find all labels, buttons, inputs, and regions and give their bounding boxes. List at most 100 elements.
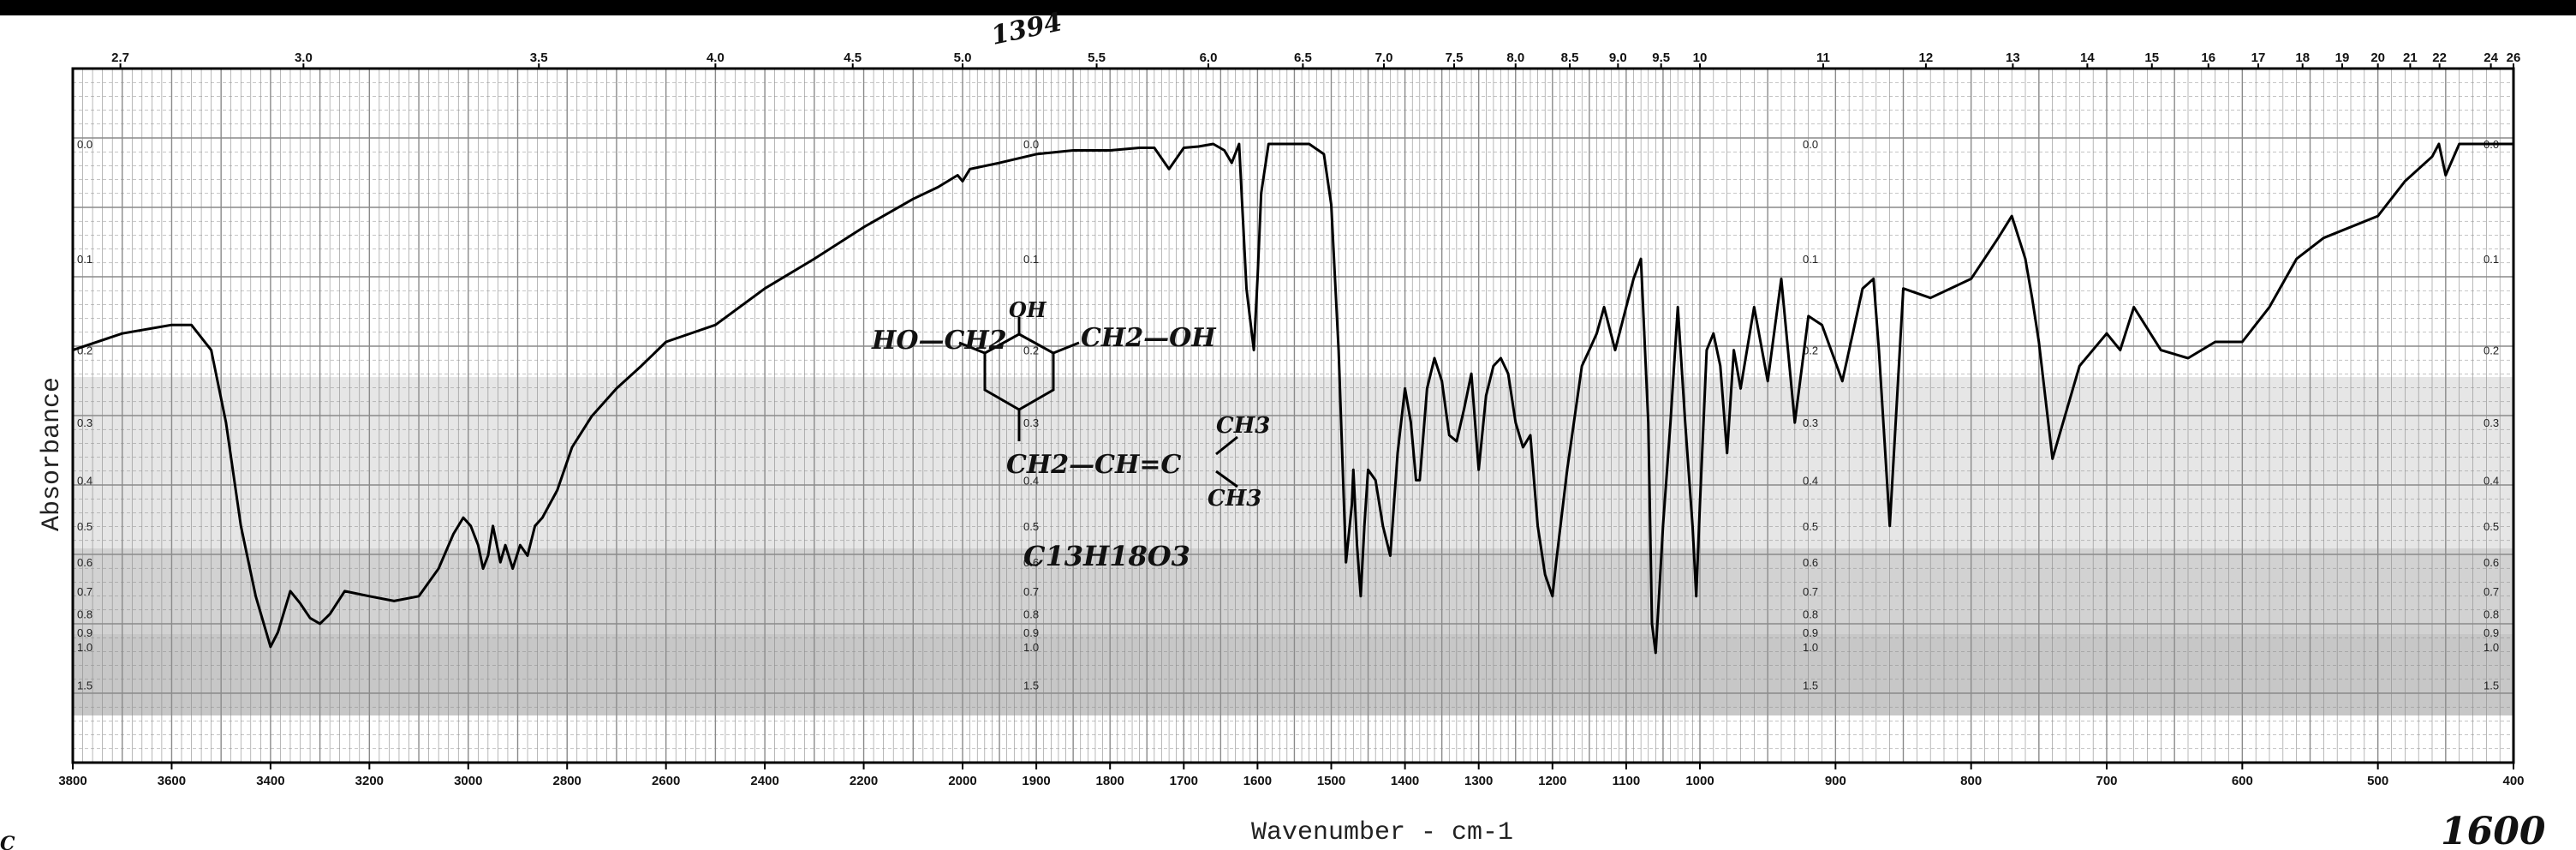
x-tick-label: 1900 xyxy=(1022,774,1050,788)
label-right: CH2—OH xyxy=(1081,323,1217,353)
top-tick-label: 6.0 xyxy=(1200,51,1218,65)
absorbance-tick-label: 0.5 xyxy=(1023,520,1039,533)
absorbance-tick-label: 0.8 xyxy=(1803,608,1818,621)
top-tick-label: 5.5 xyxy=(1088,51,1106,65)
top-tick-label: 20 xyxy=(2370,51,2385,65)
top-tick-label: 19 xyxy=(2335,51,2350,65)
absorbance-tick-label: 0.0 xyxy=(1023,138,1039,151)
top-tick-label: 13 xyxy=(2006,51,2020,65)
absorbance-tick-label: 0.3 xyxy=(2484,416,2499,429)
absorbance-tick-label: 0.9 xyxy=(2484,626,2499,639)
absorbance-tick-label: 1.0 xyxy=(1023,641,1039,654)
x-tick-label: 2400 xyxy=(750,774,778,788)
spectrum-trace xyxy=(72,142,2513,655)
top-tick-label: 8.0 xyxy=(1506,51,1524,65)
top-tick-label: 17 xyxy=(2251,51,2266,65)
x-tick-label: 600 xyxy=(2232,774,2253,788)
absorbance-tick-label: 1.5 xyxy=(77,679,92,691)
absorbance-tick-label: 1.5 xyxy=(2484,679,2499,691)
absorbance-tick-label: 0.6 xyxy=(77,556,92,569)
x-tick-label: 900 xyxy=(1825,774,1846,788)
absorbance-tick-label: 0.7 xyxy=(1023,585,1039,598)
absorbance-tick-label: 0.7 xyxy=(77,585,92,598)
absorbance-tick-label: 0.8 xyxy=(1023,608,1039,621)
top-tick-label: 11 xyxy=(1816,51,1830,65)
absorbance-tick-label: 0.7 xyxy=(2484,585,2499,598)
top-tick-label: 7.0 xyxy=(1375,51,1393,65)
top-tick-label: 9.5 xyxy=(1652,51,1670,65)
label-bottom: CH2—CH=C xyxy=(1006,450,1181,480)
x-tick-label: 1600 xyxy=(1243,774,1272,788)
bond-methyl-bottom xyxy=(1215,470,1238,488)
x-tick-label: 3000 xyxy=(454,774,482,788)
x-tick-label: 1800 xyxy=(1096,774,1124,788)
absorbance-tick-label: 0.4 xyxy=(1803,474,1818,487)
chemical-structure: OH HO—CH2 CH2—OH CH2—CH=C CH3 CH3 C13H18… xyxy=(871,297,1270,572)
x-tick-label: 1300 xyxy=(1464,774,1493,788)
absorbance-tick-label: 0.3 xyxy=(77,416,92,429)
x-tick-label: 3800 xyxy=(58,774,86,788)
top-tick-label: 12 xyxy=(1919,51,1934,65)
absorbance-tick-label: 0.6 xyxy=(2484,556,2499,569)
absorbance-tick-label: 0.4 xyxy=(1023,474,1039,487)
label-top: OH xyxy=(1009,297,1047,322)
x-tick-label: 500 xyxy=(2367,774,2388,788)
top-tick-label: 16 xyxy=(2201,51,2215,65)
absorbance-tick-label: 1.5 xyxy=(1023,679,1039,691)
absorbance-tick-label: 0.8 xyxy=(2484,608,2499,621)
top-tick-label: 8.5 xyxy=(1561,51,1579,65)
absorbance-tick-label: 0.4 xyxy=(2484,474,2499,487)
top-black-bar xyxy=(0,0,2576,15)
top-tick-label: 24 xyxy=(2484,51,2498,65)
top-tick-label: 22 xyxy=(2432,51,2447,65)
absorbance-tick-label: 0.1 xyxy=(77,253,92,266)
x-tick-label: 1200 xyxy=(1538,774,1566,788)
bond-methyl-top xyxy=(1215,435,1238,456)
absorbance-tick-label: 1.0 xyxy=(77,641,92,654)
absorbance-tick-label: 1.0 xyxy=(1803,641,1818,654)
corner-mark: C xyxy=(0,833,15,850)
absorbance-tick-label: 0.0 xyxy=(77,138,92,151)
bottom-wavenumber-axis: 3800 3600 3400 3200 3000 2800 2600 2400 2200 2000… xyxy=(58,763,2525,788)
handwritten-page-number: 1600 xyxy=(2441,810,2546,850)
x-tick-label: 1500 xyxy=(1317,774,1345,788)
top-tick-label: 3.0 xyxy=(295,51,313,65)
absorbance-tick-label: 0.6 xyxy=(1803,556,1818,569)
absorbance-tick-label: 0.7 xyxy=(1803,585,1818,598)
top-tick-label: 5.0 xyxy=(954,51,972,65)
absorbance-tick-label: 0.6 xyxy=(1023,556,1039,569)
x-tick-label: 800 xyxy=(1960,774,1982,788)
absorbance-tick-label: 0.0 xyxy=(1803,138,1818,151)
absorbance-tick-label: 0.9 xyxy=(1023,626,1039,639)
top-tick-label: 6.5 xyxy=(1294,51,1312,65)
bond-left xyxy=(958,341,986,355)
chart-grid xyxy=(72,68,2514,763)
top-tick-label: 10 xyxy=(1693,51,1708,65)
bond-right xyxy=(1052,341,1080,355)
x-axis-title: Wavenumber - cm-1 xyxy=(1251,818,1513,847)
absorbance-tick-label: 0.9 xyxy=(1803,626,1818,639)
label-methyl-top: CH3 xyxy=(1216,413,1270,439)
x-tick-label: 2200 xyxy=(850,774,878,788)
absorbance-tick-label: 1.0 xyxy=(2484,641,2499,654)
top-tick-label: 2.7 xyxy=(111,51,129,65)
absorbance-tick-label: 0.8 xyxy=(77,608,92,621)
absorbance-tick-label: 0.1 xyxy=(2484,253,2499,266)
absorbance-tick-label: 0.9 xyxy=(77,626,92,639)
absorbance-tick-label: 0.5 xyxy=(77,520,92,533)
absorbance-tick-label: 0.2 xyxy=(2484,344,2499,357)
top-tick-label: 4.5 xyxy=(844,51,862,65)
x-tick-label: 400 xyxy=(2502,774,2524,788)
x-tick-label: 1100 xyxy=(1613,774,1641,788)
x-tick-label: 1400 xyxy=(1391,774,1419,788)
top-tick-label: 21 xyxy=(2403,51,2418,65)
absorbance-tick-label: 1.5 xyxy=(1803,679,1818,691)
y-axis-title: Absorbance xyxy=(38,377,67,531)
top-tick-label: 26 xyxy=(2507,51,2521,65)
absorbance-tick-label: 0.1 xyxy=(1023,253,1039,266)
x-tick-label: 700 xyxy=(2096,774,2117,788)
top-tick-label: 7.5 xyxy=(1446,51,1464,65)
top-tick-label: 18 xyxy=(2295,51,2310,65)
x-tick-label: 3600 xyxy=(158,774,186,788)
